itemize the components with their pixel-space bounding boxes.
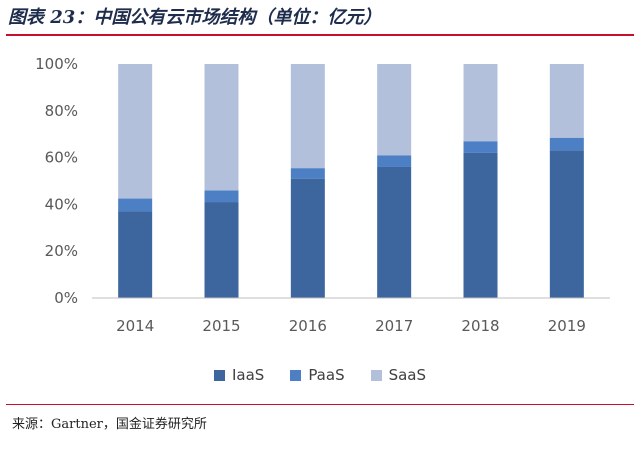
legend-swatch-saas (370, 369, 382, 381)
legend: IaaS PaaS SaaS (0, 366, 640, 384)
x-tick-label: 2016 (289, 317, 327, 335)
bar-iaas-2014 (118, 211, 153, 298)
x-tick-label: 2019 (548, 317, 586, 335)
source-note: 来源：Gartner，国金证券研究所 (12, 417, 207, 432)
bar-iaas-2017 (377, 166, 412, 298)
chart-title: 图表 23：中国公有云市场结构（单位：亿元） (8, 7, 382, 28)
source-divider (6, 404, 634, 405)
bar-iaas-2018 (463, 152, 498, 298)
y-tick-label: 40% (45, 195, 78, 213)
x-tick-label: 2018 (461, 317, 499, 335)
y-tick-label: 100% (35, 55, 78, 73)
y-axis-labels: 0% 20% 40% 60% 80% 100% (35, 55, 78, 307)
legend-item-saas: SaaS (370, 366, 427, 384)
legend-swatch-iaas (213, 369, 225, 381)
bar-saas-2018 (463, 64, 498, 142)
x-tick-label: 2015 (202, 317, 240, 335)
bar-paas-2014 (118, 198, 153, 212)
bar-iaas-2019 (549, 150, 584, 298)
legend-label-saas: SaaS (388, 366, 427, 384)
legend-item-paas: PaaS (290, 366, 345, 384)
bar-paas-2018 (463, 141, 498, 153)
bars (118, 64, 584, 298)
legend-item-iaas: IaaS (213, 366, 265, 384)
bar-iaas-2015 (204, 202, 239, 298)
bar-saas-2019 (549, 64, 584, 138)
bar-saas-2016 (290, 64, 325, 169)
legend-label-iaas: IaaS (231, 366, 265, 384)
y-tick-label: 60% (45, 149, 78, 167)
bar-paas-2019 (549, 137, 584, 151)
legend-swatch-paas (290, 369, 302, 381)
x-tick-label: 2014 (116, 317, 154, 335)
bar-paas-2016 (290, 168, 325, 179)
legend-label-paas: PaaS (308, 366, 345, 384)
y-tick-label: 20% (45, 242, 78, 260)
bar-saas-2017 (377, 64, 412, 156)
x-axis-labels: 2014 2015 2016 2017 2018 2019 (116, 317, 586, 335)
x-tick-label: 2017 (375, 317, 413, 335)
y-tick-label: 0% (54, 289, 78, 307)
bar-saas-2015 (204, 64, 239, 191)
bar-iaas-2016 (290, 178, 325, 298)
bar-saas-2014 (118, 64, 153, 199)
y-tick-label: 80% (45, 102, 78, 120)
bar-paas-2017 (377, 155, 412, 167)
title-divider (6, 34, 634, 36)
bar-paas-2015 (204, 190, 239, 203)
stacked-bar-chart: 0%20%40%60%80%100% 2014 2015 2016 2017 2018 2… (35, 55, 610, 335)
